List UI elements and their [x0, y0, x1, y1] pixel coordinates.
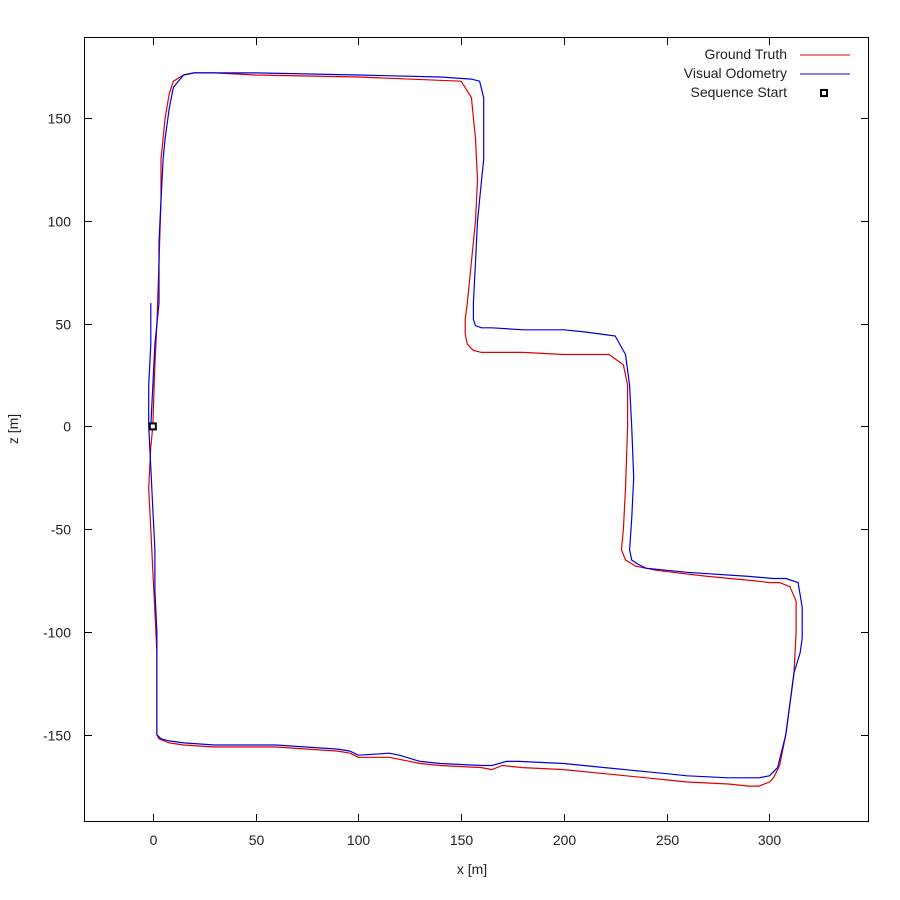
- legend-label-visual-odometry: Visual Odometry: [684, 65, 787, 81]
- y-tick-label: -100: [43, 625, 71, 641]
- x-tick-label: 0: [150, 832, 158, 848]
- y-tick-label: -150: [43, 728, 71, 744]
- legend: Ground Truth Visual Odometry Sequence St…: [684, 46, 850, 100]
- series-line-visual-odometry: [148, 72, 803, 779]
- x-axis-label: x [m]: [457, 861, 487, 877]
- legend-label-sequence-start: Sequence Start: [690, 84, 787, 100]
- series-layer: [148, 72, 803, 787]
- x-tick-label: 50: [249, 832, 265, 848]
- y-tick-label: 0: [63, 419, 71, 435]
- y-tick-label: 50: [55, 317, 71, 333]
- legend-swatch-sequence-start: [820, 89, 828, 97]
- series-line-ground-truth: [148, 72, 797, 787]
- x-tick-label: 100: [347, 832, 371, 848]
- x-tick-label: 300: [758, 832, 782, 848]
- axis-tick-labels: 0 50 100 150 200 250 300 150 100 50 0 -50 -100 -150: [43, 111, 781, 849]
- plot-frame: [84, 37, 869, 822]
- legend-label-ground-truth: Ground Truth: [705, 46, 788, 62]
- y-axis-label: z [m]: [5, 414, 21, 444]
- x-tick-label: 200: [553, 832, 577, 848]
- y-tick-label: -50: [51, 522, 71, 538]
- x-tick-label: 250: [656, 832, 680, 848]
- x-tick-label: 150: [450, 832, 474, 848]
- marker-layer: [148, 422, 157, 431]
- y-tick-label: 100: [48, 214, 72, 230]
- y-tick-label: 150: [48, 111, 72, 127]
- sequence-start-marker: [148, 422, 157, 431]
- axis-ticks: [85, 38, 868, 821]
